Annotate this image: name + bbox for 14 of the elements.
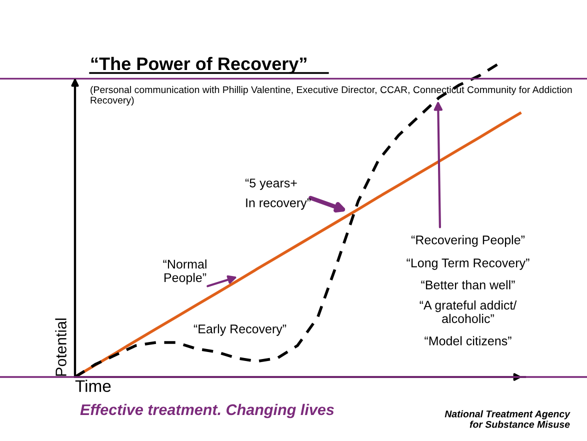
text: National Treatment Agency for Substance Misuse — [444, 410, 570, 428]
annotation: “A grateful addict/ alcoholic” — [420, 300, 517, 324]
y-axis-title: Potential — [55, 318, 66, 376]
annotation: “5 years+ In recovery” — [245, 178, 311, 210]
annotation: “Long Term Recovery” — [406, 258, 530, 270]
text: Effective treatment. Changing lives — [80, 404, 334, 418]
annotation: “Normal People” — [163, 259, 206, 285]
x-axis-title: Time — [75, 380, 111, 392]
annotation: “Recovering People” — [411, 235, 525, 247]
text: (Personal communication with Phillip Valentine, Executive Director, CCAR, Connecticut Community for Addiction Recovery) — [90, 86, 572, 106]
annotation: “Better than well” — [421, 280, 515, 290]
annotation: “Early Recovery” — [194, 324, 286, 336]
chart-title: “The Power of Recovery” — [91, 56, 306, 74]
annotation: “Model citizens” — [424, 336, 512, 346]
